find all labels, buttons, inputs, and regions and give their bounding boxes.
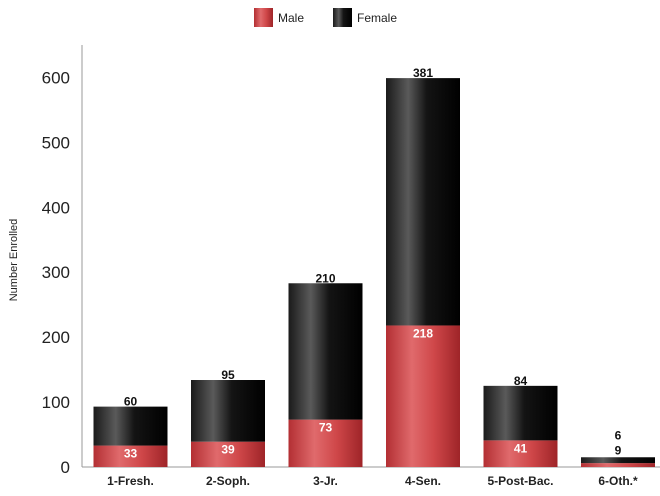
bar-male [386,325,460,467]
legend-label-male: Male [278,11,304,25]
y-tick-label: 100 [42,393,70,412]
legend-swatch-female [333,8,352,27]
data-label-male: 73 [319,421,333,435]
bar-female [483,385,558,441]
data-label-female: 60 [124,395,138,409]
axes: 0 100 200 300 400 500 600 1-Fresh. 2-Soph. 3-Jr. 4… [42,45,660,488]
bar-male [581,463,655,467]
data-label-male: 41 [514,441,528,455]
data-label-female: 381 [413,66,433,80]
x-tick-label: 5-Post-Bac. [487,474,553,488]
y-tick-label: 600 [42,68,70,87]
y-tick-label: 300 [42,263,70,282]
bar-male [93,445,168,467]
bar-female [93,406,168,446]
bar-female [288,283,363,420]
y-tick-label: 200 [42,328,70,347]
data-labels: 33 60 39 95 73 210 218 381 41 84 69 [124,66,622,460]
data-label-male: 218 [413,326,433,340]
bar-female [191,380,265,442]
bars [93,78,655,467]
legend: Male Female [254,8,397,27]
data-label-female: 84 [514,374,528,388]
bar-female [581,457,655,464]
legend-label-female: Female [357,11,397,25]
y-tick-label: 500 [42,133,70,152]
data-label-female: 95 [221,368,235,382]
data-label-male: 6 [615,428,622,442]
legend-swatch-male [254,8,273,27]
bar-male [483,440,558,467]
bar-male [288,419,363,467]
x-tick-label: 1-Fresh. [107,474,154,488]
x-tick-label: 6-Oth.* [598,474,638,488]
x-tick-label: 2-Soph. [206,474,250,488]
data-label-female: 210 [315,271,335,285]
x-tick-label: 3-Jr. [313,474,338,488]
bar-male [191,441,265,467]
x-tick-label: 4-Sen. [405,474,441,488]
data-label-female: 9 [615,443,622,457]
data-label-male: 39 [221,443,235,457]
y-tick-label: 400 [42,198,70,217]
y-tick-label: 0 [61,458,70,477]
y-axis-label: Number Enrolled [8,219,20,302]
data-label-male: 33 [124,447,138,461]
bar-female [386,78,460,326]
